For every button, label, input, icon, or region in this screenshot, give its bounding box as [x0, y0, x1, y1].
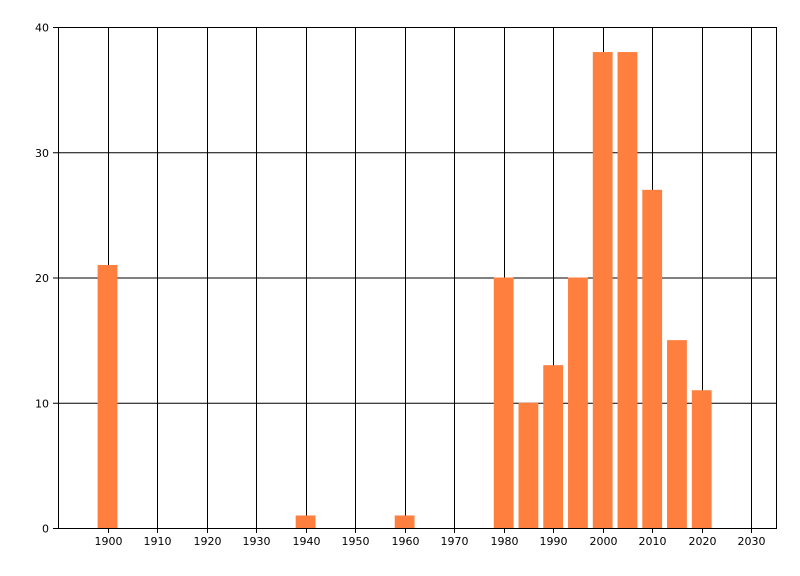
x-tick-label: 1920: [194, 535, 222, 548]
axes: [53, 27, 777, 533]
y-tick-label: 10: [35, 397, 49, 410]
bar-2015: [667, 340, 687, 528]
bar-1980: [493, 277, 514, 528]
bar-2020: [691, 390, 712, 528]
x-tick-label: 1990: [540, 535, 568, 548]
bar-1900: [97, 264, 118, 528]
x-tick-label: 1960: [392, 535, 420, 548]
x-tick-label: 1930: [243, 535, 271, 548]
x-tick-label: 1970: [441, 535, 469, 548]
bar-1940: [295, 515, 316, 528]
bar-1960: [394, 515, 415, 528]
bar-1995: [568, 277, 588, 528]
x-tick-label: 1950: [342, 535, 370, 548]
x-tick-label: 2000: [590, 535, 618, 548]
x-tick-label: 1940: [293, 535, 321, 548]
y-tick-label: 20: [35, 272, 49, 285]
x-tick-label: 1900: [95, 535, 123, 548]
x-tick-label: 2030: [738, 535, 766, 548]
bar-2010: [642, 189, 663, 528]
bar-1990: [543, 365, 564, 528]
bars: [97, 52, 712, 529]
bar-2000: [592, 52, 613, 529]
y-tick-label: 0: [42, 523, 49, 536]
x-tick-label: 2010: [639, 535, 667, 548]
y-tick-label: 30: [35, 147, 49, 160]
x-tick-label: 1910: [144, 535, 172, 548]
y-tick-label: 40: [35, 22, 49, 35]
bar-2005: [617, 52, 638, 529]
x-tick-label: 2020: [689, 535, 717, 548]
x-tick-label: 1980: [491, 535, 519, 548]
bar-1985: [518, 402, 539, 528]
